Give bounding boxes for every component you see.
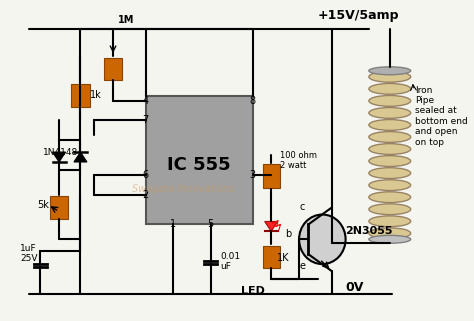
Bar [263,246,280,268]
Text: 100 ohm
2 watt: 100 ohm 2 watt [280,151,317,170]
Text: 8: 8 [249,96,255,106]
Ellipse shape [369,228,410,239]
Text: e: e [299,261,305,271]
Text: 1: 1 [171,220,176,230]
Polygon shape [53,152,65,162]
Ellipse shape [369,235,410,243]
Text: 7: 7 [143,115,149,125]
Text: 0.01
uF: 0.01 uF [220,252,240,271]
Text: 1k: 1k [90,90,101,100]
Text: 2N3055: 2N3055 [346,226,393,236]
Ellipse shape [369,216,410,227]
Bar [104,58,122,80]
Circle shape [299,214,346,264]
Ellipse shape [369,83,410,94]
Ellipse shape [369,204,410,215]
Text: 5: 5 [208,220,214,230]
Text: b: b [285,229,292,239]
Ellipse shape [369,95,410,106]
Text: 1K: 1K [277,253,289,263]
Text: 1M: 1M [118,15,134,25]
Text: 1uF
25V: 1uF 25V [20,244,37,263]
Ellipse shape [369,108,410,118]
Ellipse shape [369,67,410,75]
Ellipse shape [369,143,410,154]
Ellipse shape [369,119,410,130]
Ellipse shape [369,71,410,82]
Polygon shape [264,221,278,231]
Bar [71,84,90,108]
Text: 3: 3 [249,170,255,180]
Ellipse shape [369,180,410,191]
Text: Swagata Innovations: Swagata Innovations [132,184,234,194]
Ellipse shape [369,132,410,143]
Text: 2: 2 [143,190,149,200]
Text: IC 555: IC 555 [167,156,231,174]
Text: 4: 4 [143,96,149,106]
Text: 0V: 0V [346,281,364,294]
Ellipse shape [369,156,410,167]
Text: 1N4148: 1N4148 [43,148,79,157]
Bar [263,164,280,188]
Ellipse shape [369,168,410,178]
Polygon shape [74,152,87,162]
Text: 5k: 5k [37,200,49,210]
Bar [146,96,253,224]
Text: LED: LED [241,286,264,296]
Bar [50,196,68,220]
Text: 6: 6 [143,170,149,180]
Text: c: c [299,202,304,212]
Text: Iron
Pipe
sealed at
bottom end
and open
on top: Iron Pipe sealed at bottom end and open … [415,86,468,147]
Text: +15V/5amp: +15V/5amp [318,9,399,22]
Ellipse shape [369,192,410,203]
